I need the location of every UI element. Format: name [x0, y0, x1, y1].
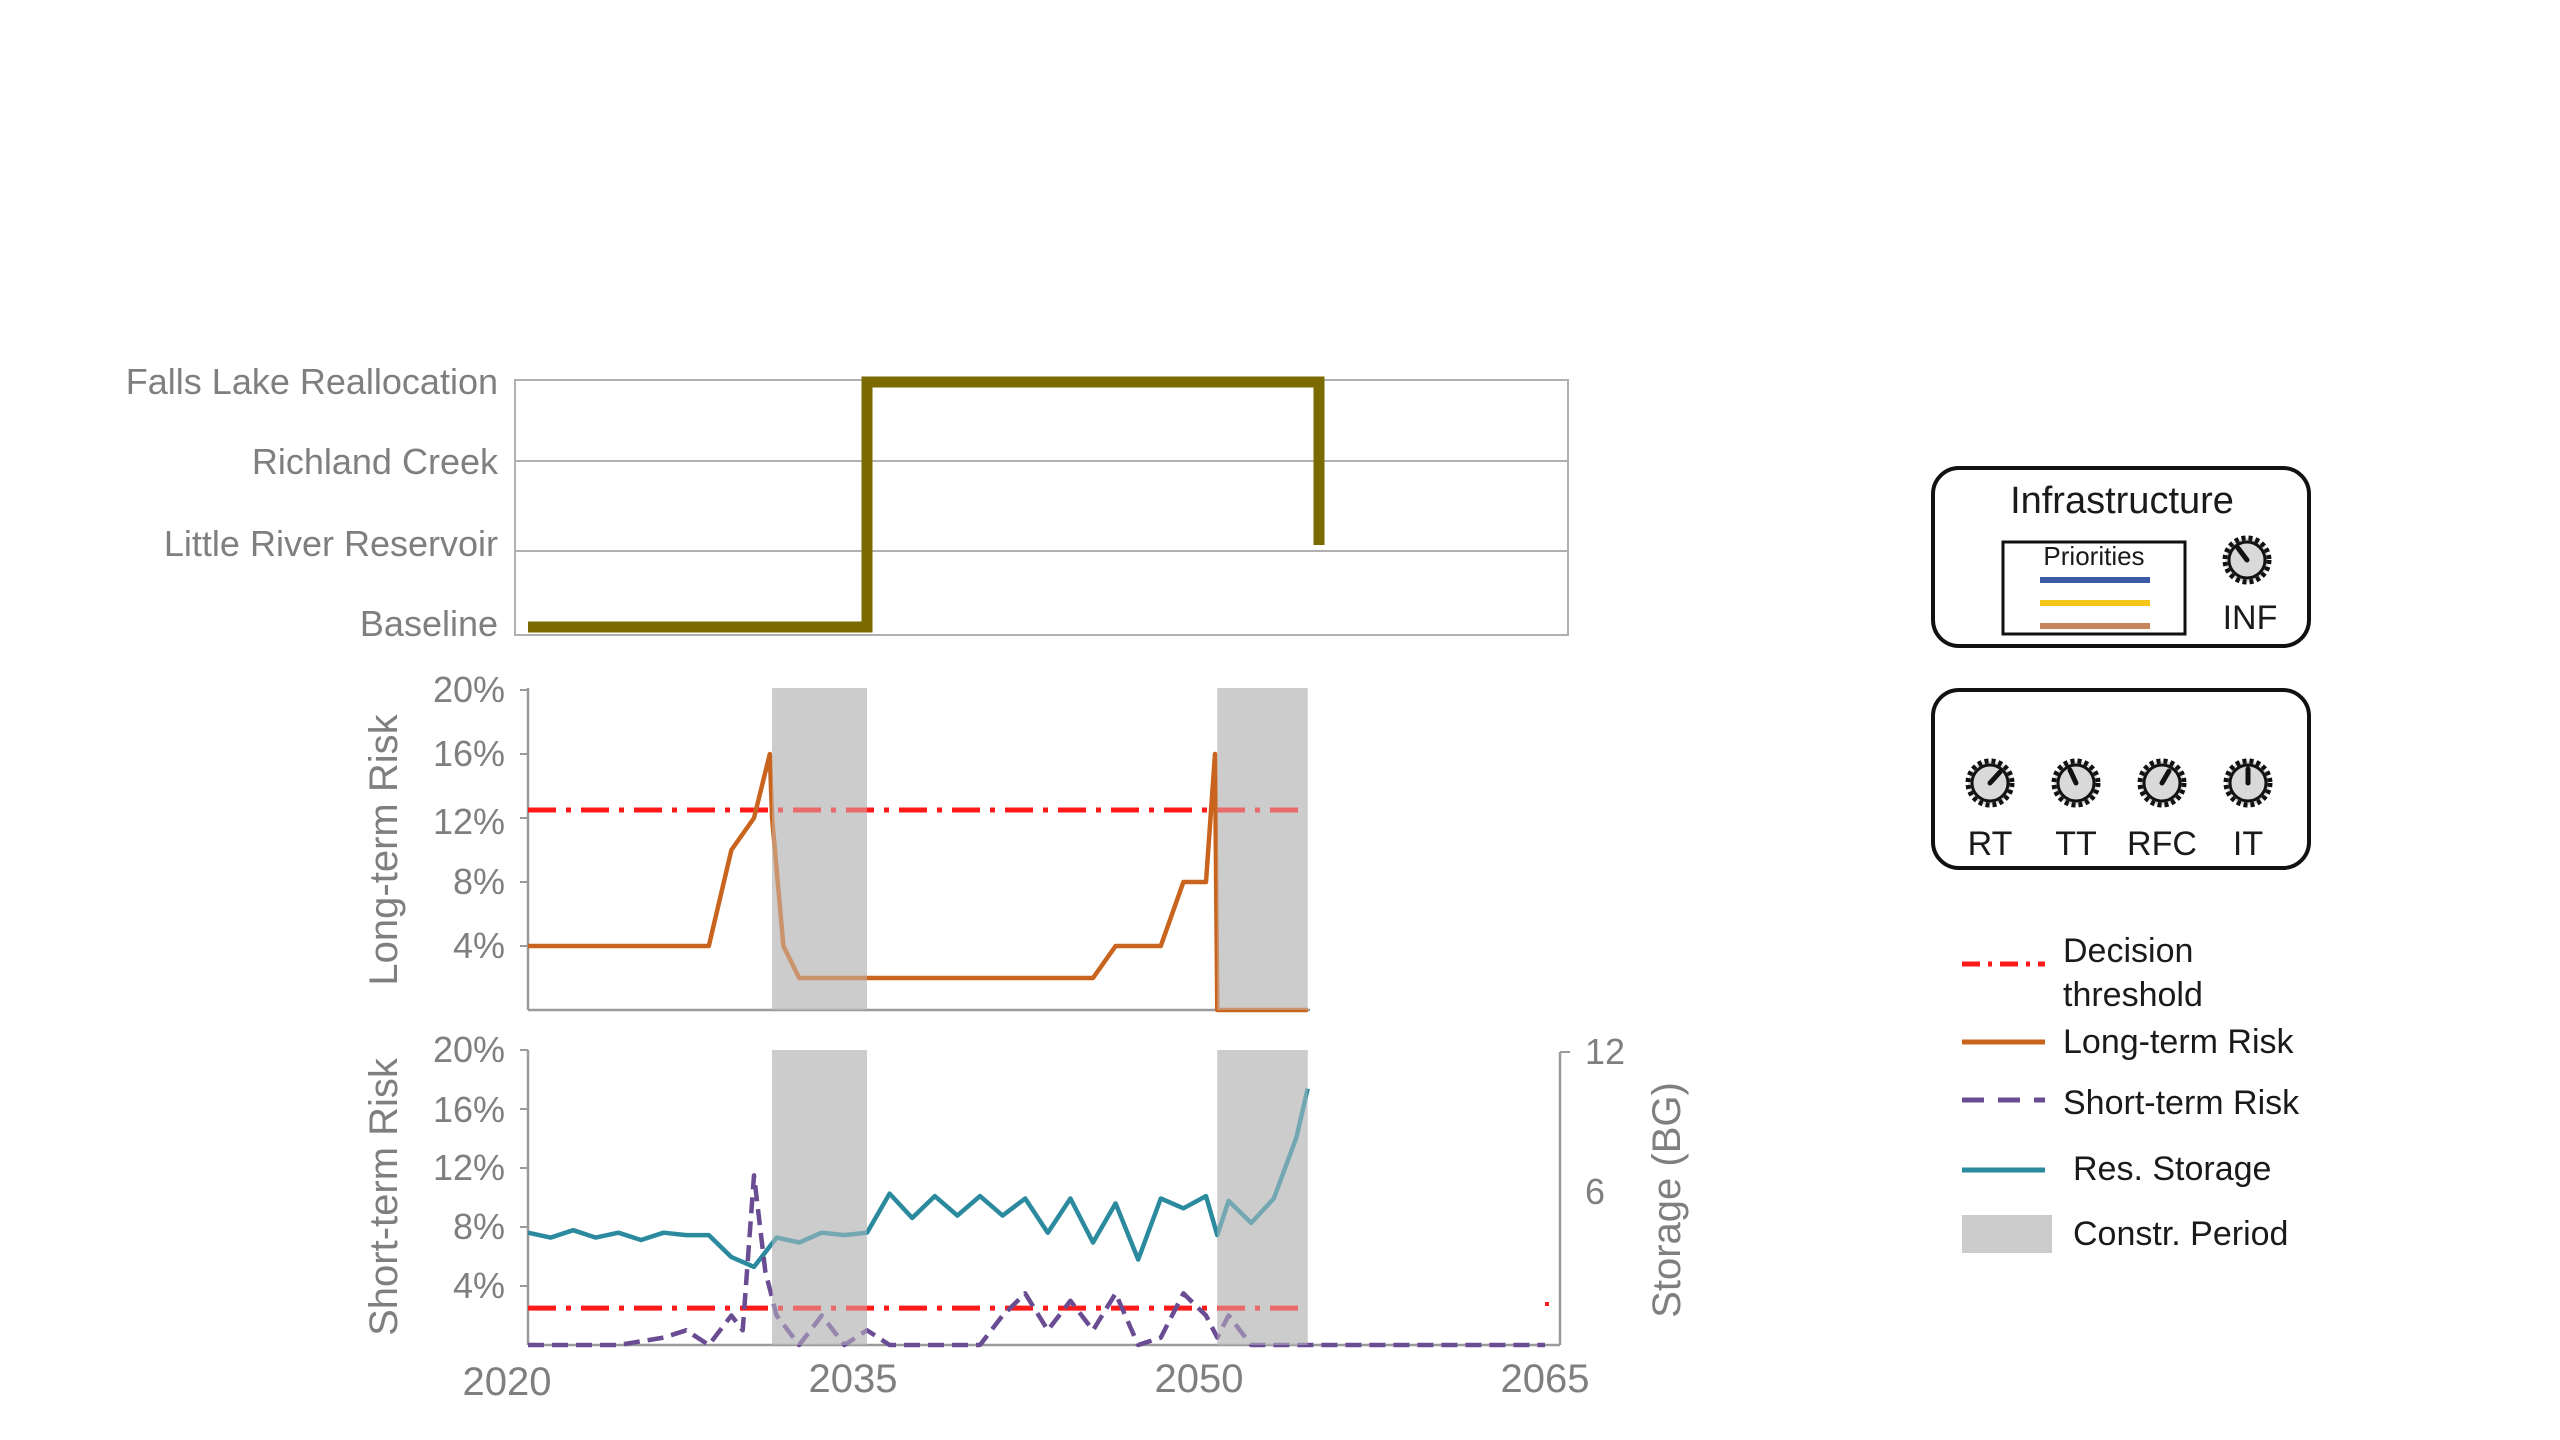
long-term-risk-line — [528, 751, 1308, 1013]
x-tick-2020: 2020 — [463, 1360, 552, 1404]
construction-period-band — [1217, 688, 1308, 1010]
construction-period-overlay — [1217, 1050, 1308, 1345]
inf-dial-icon[interactable] — [2222, 535, 2272, 585]
construction-period-overlay — [772, 1050, 867, 1345]
x-tick-2065: 2065 — [1501, 1357, 1590, 1401]
long-term-construction-bands — [772, 688, 1308, 1010]
long-term-tick-4: 4% — [453, 925, 505, 966]
short-term-tick-4: 4% — [453, 1265, 505, 1306]
short-term-tick-20: 20% — [433, 1029, 505, 1070]
long-term-y-label: Long-term Risk — [362, 713, 406, 985]
infra-level-little-river: Little River Reservoir — [164, 523, 498, 564]
infrastructure-control-box: Infrastructure Priorities INF — [1931, 466, 2311, 648]
long-term-tick-8: 8% — [453, 861, 505, 902]
short-term-tick-16: 16% — [433, 1089, 505, 1130]
infrastructure-panel: Falls Lake Reallocation Richland Creek L… — [126, 361, 1569, 644]
rt-dial-icon[interactable] — [1965, 758, 2015, 808]
legend-storage-label: Res. Storage — [2073, 1150, 2271, 1188]
it-dial-icon[interactable] — [2223, 758, 2273, 808]
legend-long-term-label: Long-term Risk — [2063, 1023, 2295, 1061]
priorities-box[interactable] — [2001, 540, 2187, 636]
short-term-panel: 20% 16% 12% 8% 4% Short-term Risk 12 6 S… — [362, 1029, 1689, 1404]
infrastructure-step-line — [528, 376, 1325, 633]
short-term-ticks — [520, 1049, 528, 1287]
construction-period-overlay — [1217, 688, 1308, 1010]
rfc-dial-label: RFC — [2127, 825, 2197, 863]
storage-tick-6: 6 — [1585, 1171, 1605, 1212]
tt-dial-label: TT — [2055, 825, 2097, 863]
legend-constr-label: Constr. Period — [2073, 1215, 2288, 1253]
legend-short-term-label: Short-term Risk — [2063, 1084, 2300, 1122]
infra-level-falls-lake: Falls Lake Reallocation — [126, 361, 498, 402]
infra-plot-frame — [514, 379, 1569, 636]
construction-period-band — [772, 1050, 867, 1345]
dials-box-frame — [1931, 688, 2311, 870]
inf-dial-label: INF — [2223, 599, 2278, 637]
long-term-ticks — [520, 689, 528, 947]
long-term-tick-16: 16% — [433, 733, 505, 774]
legend-constr-swatch — [1962, 1215, 2052, 1253]
infra-level-baseline: Baseline — [360, 603, 498, 644]
rfc-dial-icon[interactable] — [2137, 758, 2187, 808]
infrastructure-box-title: Infrastructure — [2010, 480, 2234, 522]
dials-control-box: RT TT RFC IT — [1931, 688, 2311, 870]
short-term-risk-line — [528, 1173, 1545, 1348]
short-term-tick-8: 8% — [453, 1206, 505, 1247]
storage-y-label: Storage (BG) — [1645, 1082, 1689, 1318]
long-term-panel: 20% 16% 12% 8% 4% Long-term Risk — [362, 669, 1310, 1013]
legend-threshold-label-1: Decision — [2063, 932, 2193, 970]
rt-dial-label: RT — [1968, 825, 2013, 863]
tt-dial-icon[interactable] — [2051, 758, 2101, 808]
legend-threshold-label-2: threshold — [2063, 976, 2203, 1014]
priorities-label: Priorities — [2043, 541, 2144, 571]
construction-period-overlay — [772, 688, 867, 1010]
short-term-y-label: Short-term Risk — [362, 1057, 406, 1336]
short-term-construction-bands — [772, 1050, 1308, 1345]
short-term-tick-12: 12% — [433, 1147, 505, 1188]
legend: Decision threshold Long-term Risk Short-… — [1962, 932, 2300, 1253]
storage-tick-12: 12 — [1585, 1031, 1625, 1072]
it-dial-label: IT — [2233, 825, 2263, 863]
x-tick-2035: 2035 — [809, 1357, 898, 1401]
long-term-tick-12: 12% — [433, 801, 505, 842]
long-term-tick-20: 20% — [433, 669, 505, 710]
construction-period-band — [1217, 1050, 1308, 1345]
reservoir-storage-line — [527, 1088, 1310, 1270]
storage-tail-marker — [1545, 1302, 1549, 1306]
infra-level-richland-creek: Richland Creek — [252, 441, 499, 482]
x-tick-2050: 2050 — [1155, 1357, 1244, 1401]
